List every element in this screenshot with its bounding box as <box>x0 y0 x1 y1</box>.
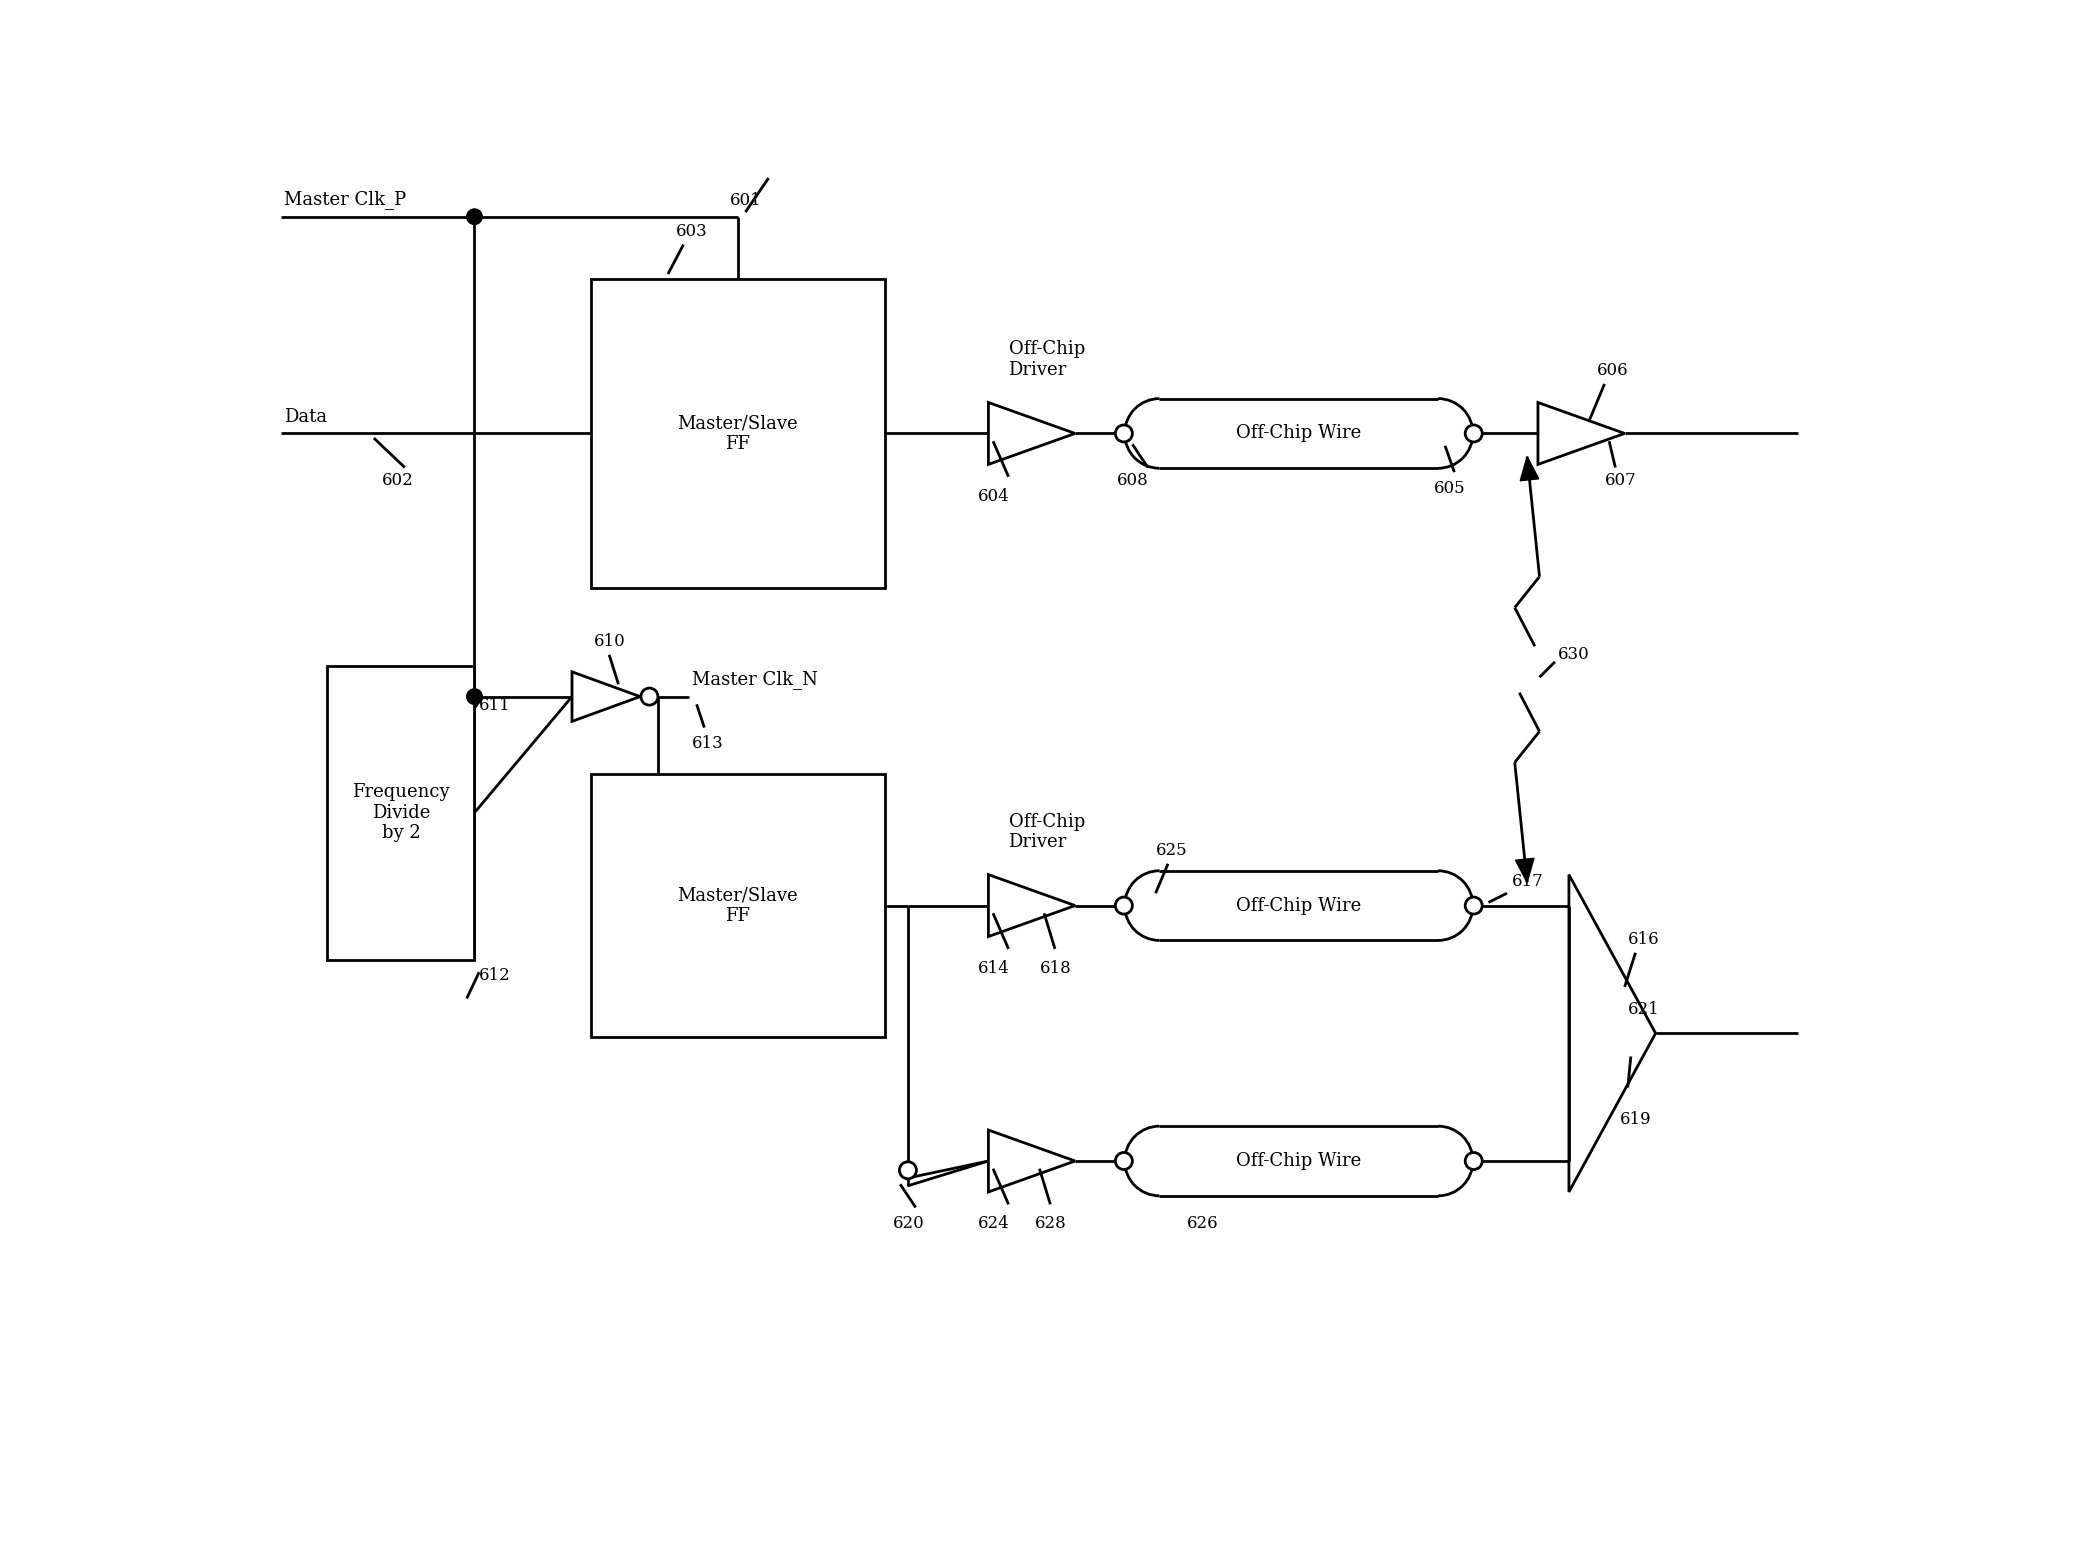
Text: 604: 604 <box>977 488 1008 505</box>
Circle shape <box>468 209 482 224</box>
Circle shape <box>1114 896 1133 913</box>
Circle shape <box>1114 426 1133 443</box>
Text: Off-Chip Wire: Off-Chip Wire <box>1237 424 1362 443</box>
Text: 628: 628 <box>1035 1215 1067 1232</box>
Text: Master Clk_P: Master Clk_P <box>285 190 405 209</box>
Circle shape <box>1114 1152 1133 1170</box>
Bar <box>590 279 886 588</box>
Text: 603: 603 <box>676 223 707 240</box>
Text: Off-Chip Wire: Off-Chip Wire <box>1237 896 1362 915</box>
Text: Off-Chip
Driver: Off-Chip Driver <box>1008 813 1085 851</box>
Text: 625: 625 <box>1156 842 1187 859</box>
Bar <box>590 774 886 1037</box>
Text: 617: 617 <box>1511 873 1543 890</box>
Circle shape <box>468 689 482 704</box>
Text: 614: 614 <box>977 960 1008 977</box>
Circle shape <box>1466 896 1482 913</box>
Text: Off-Chip Wire: Off-Chip Wire <box>1237 1152 1362 1170</box>
Bar <box>326 666 474 960</box>
Text: 618: 618 <box>1040 960 1071 977</box>
Text: Master/Slave
FF: Master/Slave FF <box>678 885 798 926</box>
Text: Master/Slave
FF: Master/Slave FF <box>678 413 798 454</box>
Text: 611: 611 <box>478 697 511 714</box>
Text: Frequency
Divide
by 2: Frequency Divide by 2 <box>351 783 449 842</box>
Text: Off-Chip
Driver: Off-Chip Driver <box>1008 341 1085 379</box>
Text: 630: 630 <box>1557 646 1590 663</box>
Text: 605: 605 <box>1435 480 1466 497</box>
Polygon shape <box>1516 858 1534 882</box>
Text: 616: 616 <box>1628 932 1659 947</box>
Text: 607: 607 <box>1605 472 1636 489</box>
Circle shape <box>1466 1152 1482 1170</box>
Text: 601: 601 <box>730 192 761 209</box>
Text: 626: 626 <box>1187 1215 1218 1232</box>
Text: 602: 602 <box>383 472 414 489</box>
Text: Master Clk_N: Master Clk_N <box>692 670 817 689</box>
Text: 613: 613 <box>692 735 723 752</box>
Text: 624: 624 <box>977 1215 1008 1232</box>
Circle shape <box>900 1161 917 1180</box>
Text: 619: 619 <box>1620 1111 1651 1127</box>
Text: 608: 608 <box>1116 472 1150 489</box>
Text: 606: 606 <box>1597 362 1628 379</box>
Text: 612: 612 <box>478 968 511 985</box>
Text: 620: 620 <box>892 1215 925 1232</box>
Circle shape <box>1466 426 1482 443</box>
Text: 621: 621 <box>1628 1002 1659 1019</box>
Circle shape <box>640 687 657 706</box>
Text: 610: 610 <box>595 633 626 650</box>
Polygon shape <box>1520 457 1538 481</box>
Text: Data: Data <box>285 407 326 426</box>
